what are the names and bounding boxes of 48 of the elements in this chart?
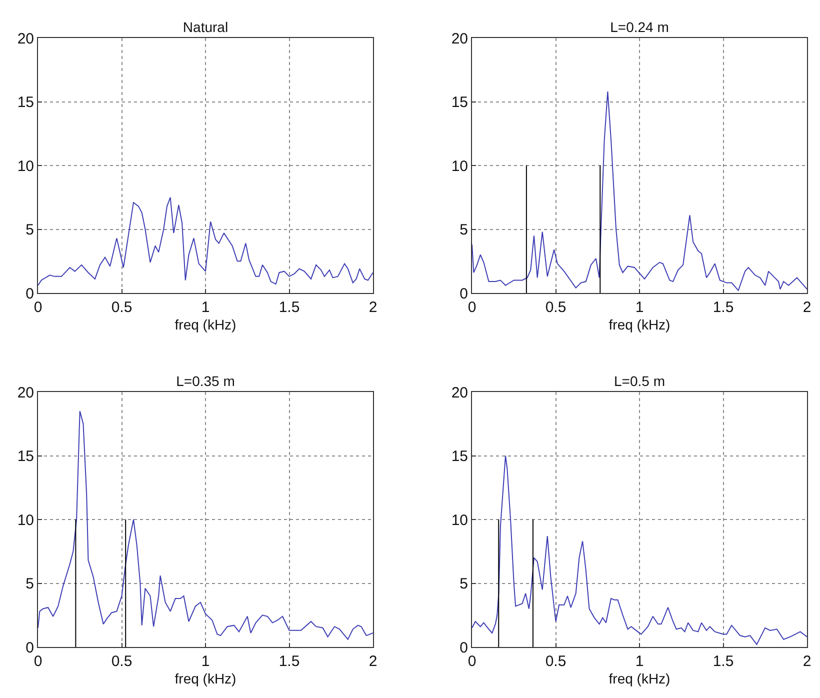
y-tick-label: 0 (26, 285, 34, 302)
y-tick-label: 15 (17, 94, 34, 111)
y-tick-label: 20 (451, 384, 468, 402)
y-tick-label: 5 (460, 222, 468, 238)
y-tick-label: 20 (17, 30, 34, 48)
y-tick-label: 5 (26, 576, 34, 592)
x-tick-label: 2 (368, 299, 378, 316)
x-tick-label: 2 (802, 653, 812, 670)
x-axis-title: freq (kHz) (174, 316, 236, 332)
x-tick-label: 2 (368, 653, 378, 670)
x-tick-label: 1.5 (278, 653, 300, 670)
chart-title: Natural (182, 19, 228, 35)
x-tick-label: 0.5 (545, 299, 566, 316)
x-axis-title: freq (kHz) (608, 670, 670, 686)
y-tick-label: 10 (17, 158, 34, 175)
chart-title: L=0.35 m (176, 373, 235, 389)
x-tick-label: 2 (802, 299, 812, 316)
y-tick-label: 20 (451, 30, 468, 48)
x-tick-label: 0.5 (111, 653, 132, 670)
x-tick-label: 1 (635, 653, 644, 670)
x-axis-title: freq (kHz) (608, 316, 670, 332)
y-tick-label: 0 (26, 639, 34, 656)
x-tick-label: 1 (635, 299, 644, 316)
x-tick-label: 1 (201, 653, 210, 670)
y-tick-label: 10 (451, 512, 468, 529)
chart-title: L=0.24 m (610, 19, 669, 35)
x-tick-label: 1 (201, 299, 210, 316)
y-tick-label: 10 (17, 512, 34, 529)
y-tick-label: 15 (451, 448, 468, 465)
y-tick-label: 0 (460, 639, 468, 656)
line-series (472, 91, 807, 291)
y-tick-label: 5 (460, 576, 468, 592)
line-series (38, 410, 373, 640)
x-tick-label: 0.5 (111, 299, 132, 316)
x-tick-label: 0.5 (545, 653, 566, 670)
line-series (472, 455, 807, 645)
x-tick-label: 1.5 (278, 299, 300, 316)
y-tick-label: 0 (460, 285, 468, 302)
y-tick-label: 10 (451, 158, 468, 175)
x-axis-title: freq (kHz) (174, 670, 236, 686)
x-tick-label: 1.5 (712, 299, 734, 316)
y-tick-label: 15 (17, 448, 34, 465)
line-series (38, 196, 373, 286)
y-tick-label: 20 (17, 384, 34, 402)
y-tick-label: 15 (451, 94, 468, 111)
chart-title: L=0.5 m (614, 373, 665, 389)
y-tick-label: 5 (26, 222, 34, 238)
x-tick-label: 1.5 (712, 653, 734, 670)
